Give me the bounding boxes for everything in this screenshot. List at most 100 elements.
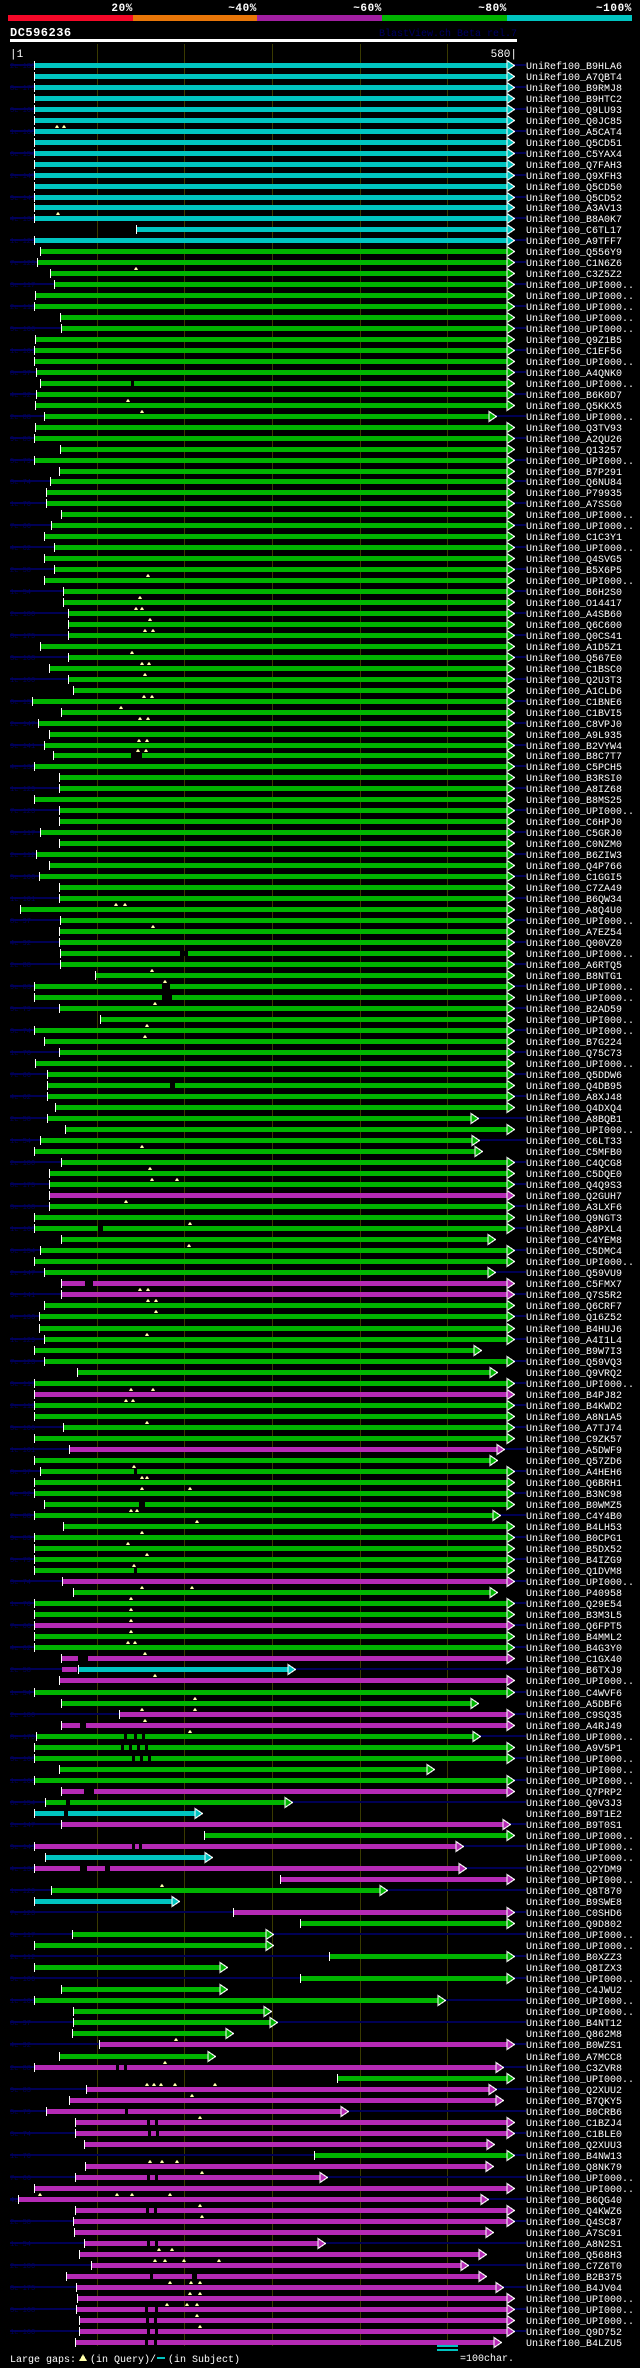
svg-text:8e-175: 8e-175	[10, 633, 35, 641]
svg-text:5e-106: 5e-106	[10, 1976, 35, 1984]
svg-text:2e-112: 2e-112	[10, 1403, 35, 1411]
svg-text:UniRef100_A9L935: UniRef100_A9L935	[526, 730, 622, 742]
svg-text:8e-175: 8e-175	[10, 1734, 35, 1742]
svg-text:UniRef100_B3M3L5: UniRef100_B3M3L5	[526, 1610, 622, 1622]
svg-text:UniRef100_Q75C73: UniRef100_Q75C73	[526, 1048, 622, 1060]
svg-text:UniRef100_UPI000..: UniRef100_UPI000..	[526, 1765, 634, 1777]
svg-text:UniRef100_B0CRB6: UniRef100_B0CRB6	[526, 2107, 622, 2119]
svg-text:UniRef100_B4NW13: UniRef100_B4NW13	[526, 2151, 622, 2163]
svg-text:9e-83: 9e-83	[10, 436, 31, 444]
svg-text:8e-175: 8e-175	[10, 1182, 35, 1190]
svg-text:UniRef100_UPI000..: UniRef100_UPI000..	[526, 1026, 634, 1038]
svg-text:UniRef100_A7SC91: UniRef100_A7SC91	[526, 2228, 622, 2240]
svg-text:UniRef100_Q2YDM9: UniRef100_Q2YDM9	[526, 1864, 622, 1876]
svg-text:UniRef100_UPI000..: UniRef100_UPI000..	[526, 357, 634, 369]
svg-text:UniRef100_Q6BRH1: UniRef100_Q6BRH1	[526, 1478, 622, 1490]
svg-text:UniRef100_C4YEM8: UniRef100_C4YEM8	[526, 1235, 622, 1247]
svg-text:UniRef100_C7ZA49: UniRef100_C7ZA49	[526, 883, 622, 895]
svg-text:UniRef100_B4G3Y0: UniRef100_B4G3Y0	[526, 1643, 622, 1655]
svg-text:UniRef100_Q9VRQ2: UniRef100_Q9VRQ2	[526, 1368, 622, 1380]
svg-text:UniRef100_B0WMZ5: UniRef100_B0WMZ5	[526, 1500, 622, 1512]
svg-text:3e-168: 3e-168	[10, 107, 35, 115]
svg-text:UniRef100_C1N6Z6: UniRef100_C1N6Z6	[526, 258, 622, 270]
svg-text:1e-101: 1e-101	[10, 348, 35, 356]
svg-text:2e-180: 2e-180	[10, 611, 35, 619]
svg-text:UniRef100_UPI000..: UniRef100_UPI000..	[526, 576, 634, 588]
svg-text:5e-79: 5e-79	[10, 458, 31, 466]
svg-text:UniRef100_A8N1A5: UniRef100_A8N1A5	[526, 1412, 622, 1424]
svg-text:UniRef100_A3AV13: UniRef100_A3AV13	[526, 203, 622, 215]
svg-text:UniRef100_Q2U3T3: UniRef100_Q2U3T3	[526, 675, 622, 687]
svg-text:UniRef100_B5X6P5: UniRef100_B5X6P5	[526, 565, 622, 577]
svg-text:UniRef100_UPI000..: UniRef100_UPI000..	[526, 1853, 634, 1865]
svg-text:UniRef100_B4HUJ6: UniRef100_B4HUJ6	[526, 1324, 622, 1336]
svg-text:Large gaps:: Large gaps:	[10, 2355, 76, 2366]
svg-text:UniRef100_Q9XFH3: UniRef100_Q9XFH3	[526, 171, 622, 183]
svg-text:6e-154: 6e-154	[10, 1248, 35, 1256]
svg-text:9e-141: 9e-141	[10, 1292, 35, 1300]
svg-text:UniRef100_UPI000..: UniRef100_UPI000..	[526, 324, 634, 336]
svg-text:1e-54: 1e-54	[10, 589, 31, 597]
svg-text:9e-83: 9e-83	[10, 1535, 31, 1543]
svg-text:UniRef100_Q59VQ3: UniRef100_Q59VQ3	[526, 1357, 622, 1369]
svg-text:2e-180: 2e-180	[10, 63, 35, 71]
svg-text:UniRef100_C1BZJ4: UniRef100_C1BZJ4	[526, 2118, 622, 2130]
svg-text:1e-129: 1e-129	[10, 238, 35, 246]
svg-text:UniRef100_C5DQE0: UniRef100_C5DQE0	[526, 1169, 622, 1181]
svg-text:UniRef100_C1BSC0: UniRef100_C1BSC0	[526, 664, 622, 676]
svg-text:8e-97: 8e-97	[10, 918, 31, 926]
svg-text:UniRef100_UPI000..: UniRef100_UPI000..	[526, 412, 634, 424]
svg-text:UniRef100_B6K0D7: UniRef100_B6K0D7	[526, 390, 622, 402]
svg-text:UniRef100_B6QG40: UniRef100_B6QG40	[526, 2195, 622, 2207]
svg-text:3e-117: 3e-117	[10, 1932, 35, 1940]
svg-text:1e-101: 1e-101	[10, 1998, 35, 2006]
svg-text:UniRef100_UPI000..: UniRef100_UPI000..	[526, 543, 634, 555]
svg-text:UniRef100_Q5DDW6: UniRef100_Q5DDW6	[526, 1070, 622, 1082]
svg-text:4e-136: 4e-136	[10, 764, 35, 772]
svg-text:UniRef100_B9SWE8: UniRef100_B9SWE8	[526, 1897, 622, 1909]
svg-text:~40%: ~40%	[228, 3, 257, 15]
svg-text:(in Query)/: (in Query)/	[90, 2354, 156, 2366]
svg-text:UniRef100_A7EZ54: UniRef100_A7EZ54	[526, 927, 622, 939]
svg-text:UniRef100_UPI000..: UniRef100_UPI000..	[526, 1996, 634, 2008]
svg-text:UniRef100_A5DWF9: UniRef100_A5DWF9	[526, 1445, 622, 1457]
svg-text:UniRef100_Q00VZ0: UniRef100_Q00VZ0	[526, 938, 622, 950]
svg-text:UniRef100_C5PCH5: UniRef100_C5PCH5	[526, 762, 622, 774]
svg-text:UniRef100_B0WZS1: UniRef100_B0WZS1	[526, 2040, 622, 2052]
svg-text:UniRef100_Q4DB95: UniRef100_Q4DB95	[526, 1081, 622, 1093]
svg-text:UniRef100_B6ZIW3: UniRef100_B6ZIW3	[526, 850, 622, 862]
svg-text:UniRef100_UPI000..: UniRef100_UPI000..	[526, 1676, 634, 1688]
svg-text:UniRef100_C6TL17: UniRef100_C6TL17	[526, 225, 622, 237]
svg-text:2e-112: 2e-112	[10, 304, 35, 312]
svg-text:2e-58: 2e-58	[10, 2219, 31, 2227]
svg-text:UniRef100_B4MML2: UniRef100_B4MML2	[526, 1632, 622, 1644]
svg-text:UniRef100_A4I1L4: UniRef100_A4I1L4	[526, 1335, 622, 1347]
svg-text:UniRef100_UPI000..: UniRef100_UPI000..	[526, 1059, 634, 1071]
svg-text:UniRef100_C4WVF6: UniRef100_C4WVF6	[526, 1688, 622, 1700]
svg-text:2e-88: 2e-88	[10, 1513, 31, 1521]
svg-text:UniRef100_UPI000..: UniRef100_UPI000..	[526, 1257, 634, 1269]
svg-text:1e-129: 1e-129	[10, 1888, 35, 1896]
svg-text:UniRef100_C5DMC4: UniRef100_C5DMC4	[526, 1246, 622, 1258]
svg-text:UniRef100_B9HTC2: UniRef100_B9HTC2	[526, 94, 622, 106]
svg-text:UniRef100_Q16Z52: UniRef100_Q16Z52	[526, 1312, 622, 1324]
svg-text:~80%: ~80%	[478, 3, 507, 15]
svg-text:1e-54: 1e-54	[10, 1138, 31, 1146]
svg-text:2e-180: 2e-180	[10, 1712, 35, 1720]
svg-text:9e-141: 9e-141	[10, 1844, 35, 1852]
svg-text:UniRef100_UPI000..: UniRef100_UPI000..	[526, 1875, 634, 1887]
svg-text:3e-117: 3e-117	[10, 830, 35, 838]
svg-text:UniRef100_B0XZZ3: UniRef100_B0XZZ3	[526, 1952, 622, 1964]
svg-text:UniRef100_UPI000..: UniRef100_UPI000..	[526, 1732, 634, 1744]
svg-text:3e-168: 3e-168	[10, 1756, 35, 1764]
svg-text:UniRef100_P40958: UniRef100_P40958	[526, 1588, 622, 1600]
svg-text:UniRef100_Q5KKX5: UniRef100_Q5KKX5	[526, 401, 622, 413]
svg-text:UniRef100_UPI000..: UniRef100_UPI000..	[526, 1831, 634, 1843]
svg-text:580|: 580|	[491, 49, 517, 61]
svg-text:7e-66: 7e-66	[10, 2175, 31, 2183]
svg-text:UniRef100_A5CAT4: UniRef100_A5CAT4	[526, 127, 622, 139]
svg-text:8e-175: 8e-175	[10, 2285, 35, 2293]
svg-text:3e-74: 3e-74	[10, 2131, 31, 2139]
svg-text:2e-180: 2e-180	[10, 1160, 35, 1168]
svg-text:7e-66: 7e-66	[10, 523, 31, 531]
